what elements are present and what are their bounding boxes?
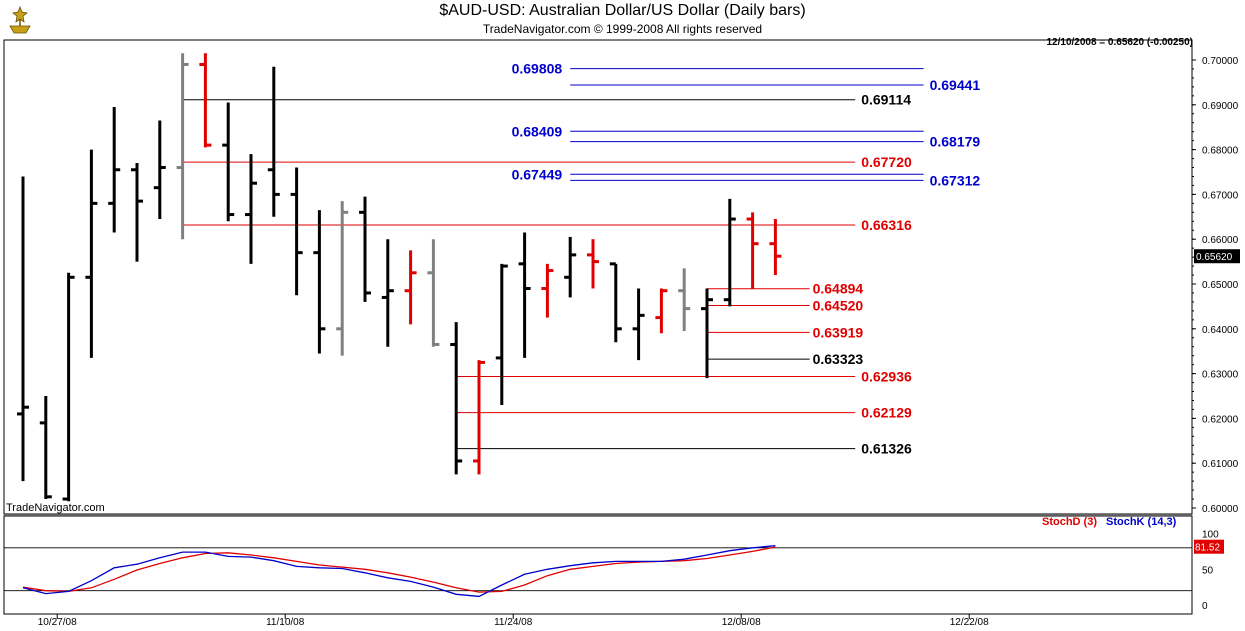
ohlc-bar (131, 163, 143, 262)
x-tick-label: 12/22/08 (950, 617, 989, 628)
level-label: 0.63323 (813, 351, 864, 367)
price-panel-frame (3, 39, 1193, 515)
ohlc-bar (723, 198, 736, 307)
last-price-tag (1194, 249, 1240, 264)
x-tick-label: 10/27/08 (38, 617, 77, 628)
trade-navigator-logo (4, 4, 36, 36)
x-tick-label: 11/24/08 (494, 617, 533, 628)
ohlc-bar (313, 210, 326, 354)
ohlc-bar (17, 176, 29, 482)
stochd-legend: StochD (3) (1042, 516, 1097, 528)
last-price-label: 0.65620 (1196, 252, 1233, 263)
x-tick-label: 12/08/08 (722, 617, 761, 628)
ohlc-bar (495, 263, 508, 405)
ohlc-bar (199, 53, 212, 148)
chart-title: $AUD-USD: Australian Dollar/US Dollar (D… (439, 2, 806, 19)
ohlc-bar (381, 239, 394, 347)
ohlc-bar (541, 263, 554, 318)
y-tick-label: 0.69000 (1202, 101, 1239, 112)
stochk-line (22, 545, 776, 598)
ohlc-bar (108, 107, 121, 233)
oscillator-y-label: 0 (1202, 601, 1208, 612)
oscillator-y-label: 50 (1202, 565, 1214, 576)
level-label: 0.64894 (813, 281, 864, 297)
y-tick-label: 0.68000 (1202, 146, 1239, 157)
y-tick-label: 0.63000 (1202, 370, 1239, 381)
x-tick-label: 11/10/08 (266, 617, 305, 628)
level-label: 0.69114 (861, 92, 911, 108)
stochd-line (22, 546, 776, 593)
ohlc-bar (85, 149, 98, 358)
oscillator-y-label: 100 (1202, 530, 1219, 541)
ohlc-bar (632, 288, 645, 361)
watermark-text: TradeNavigator.com (6, 502, 105, 514)
ohlc-bar (404, 250, 417, 325)
ohlc-bar (473, 360, 485, 475)
y-tick-label: 0.64000 (1202, 325, 1239, 336)
ohlc-bar (39, 396, 52, 500)
level-label: 0.67720 (861, 154, 912, 170)
y-tick-label: 0.60000 (1202, 504, 1239, 515)
ohlc-bar (746, 212, 759, 289)
y-tick-label: 0.67000 (1202, 190, 1239, 201)
ohlc-bar (222, 102, 235, 222)
ohlc-bar (655, 288, 668, 334)
level-label: 0.68179 (930, 134, 981, 150)
y-tick-label: 0.65000 (1202, 280, 1239, 291)
oscillator-value-tag (1194, 539, 1224, 554)
y-tick-label: 0.66000 (1202, 235, 1239, 246)
ohlc-bar (450, 322, 463, 475)
ohlc-bar (427, 239, 440, 347)
level-label: 0.69441 (930, 77, 981, 93)
ohlc-bar (359, 196, 371, 302)
ohlc-bar (587, 239, 599, 289)
ohlc-bar (290, 167, 303, 296)
ohlc-bar (564, 236, 577, 298)
ohlc-bar (62, 272, 75, 502)
level-label: 0.69808 (512, 61, 563, 77)
ohlc-bar (609, 262, 622, 343)
ohlc-bar (769, 219, 782, 276)
level-label: 0.67312 (930, 172, 981, 188)
y-tick-label: 0.70000 (1202, 56, 1239, 67)
ohlc-bar (267, 66, 280, 217)
y-tick-label: 0.62000 (1202, 414, 1239, 425)
level-label: 0.68409 (512, 123, 563, 139)
level-label: 0.63919 (813, 324, 864, 340)
level-label: 0.67449 (512, 166, 563, 182)
level-label: 0.62129 (861, 405, 912, 421)
ohlc-bar (518, 232, 531, 358)
level-label: 0.64520 (813, 298, 864, 314)
chart-copyright: TradeNavigator.com © 1999-2008 All right… (482, 22, 763, 36)
ohlc-bar (176, 53, 189, 240)
last-quote-readout: 12/10/2008 = 0.65620 (-0.00250) (1046, 37, 1193, 48)
oscillator-value-label: 81.52 (1195, 543, 1220, 554)
ohlc-bar (245, 154, 257, 264)
ohlc-bar (678, 268, 691, 332)
ohlc-bar (701, 288, 713, 379)
oscillator-panel-frame (3, 515, 1193, 615)
stochk-legend: StochK (14,3) (1106, 516, 1177, 528)
y-tick-label: 0.61000 (1202, 459, 1239, 470)
level-label: 0.61326 (861, 441, 912, 457)
level-label: 0.62936 (861, 368, 912, 384)
level-label: 0.66316 (861, 217, 912, 233)
ohlc-bar (153, 120, 166, 220)
ohlc-bar (336, 201, 349, 356)
